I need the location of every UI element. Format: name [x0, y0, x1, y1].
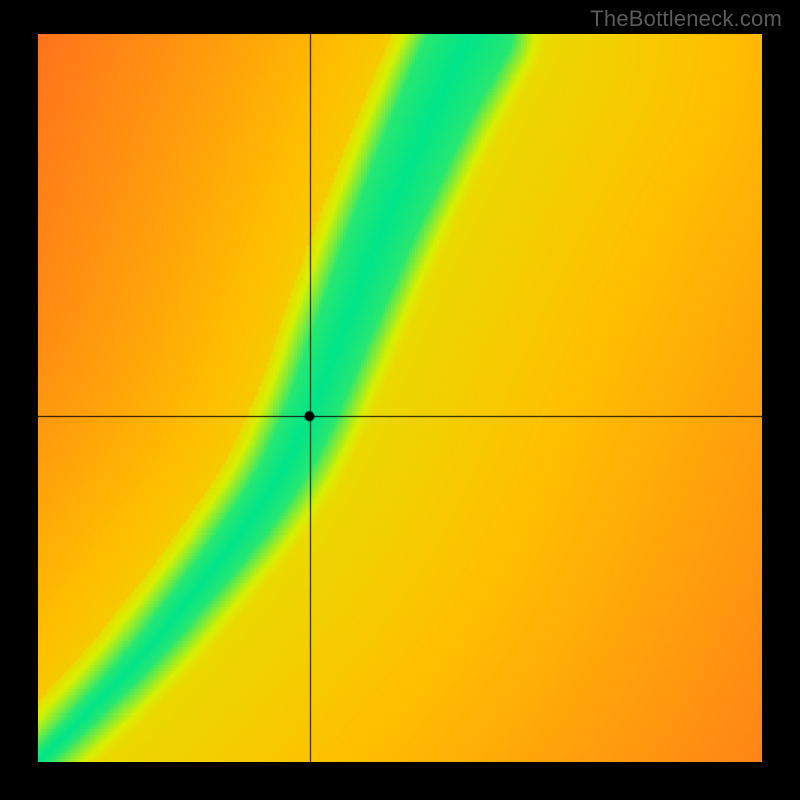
watermark-text: TheBottleneck.com [590, 6, 782, 32]
chart-container: TheBottleneck.com [0, 0, 800, 800]
bottleneck-heatmap [38, 34, 762, 762]
